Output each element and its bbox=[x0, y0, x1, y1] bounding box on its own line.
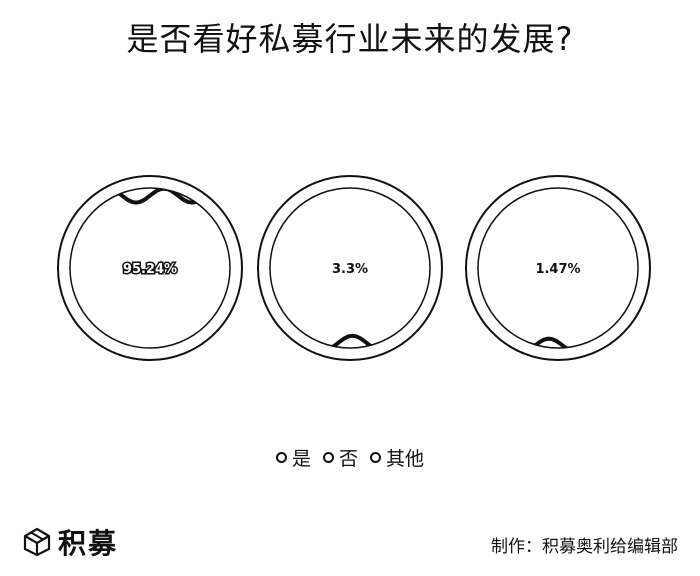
legend-label-no: 否 bbox=[338, 448, 358, 470]
legend-item-other[interactable]: 其他 bbox=[370, 444, 424, 471]
gauge-outer-ring bbox=[57, 175, 243, 361]
gauge-inner-circle bbox=[69, 187, 231, 349]
legend-item-no[interactable]: 否 bbox=[322, 444, 358, 471]
gauge-outer-ring bbox=[465, 175, 651, 361]
gauge-liquid-wave bbox=[270, 333, 430, 348]
legend-marker-icon bbox=[322, 452, 334, 463]
legend-marker-icon bbox=[370, 452, 381, 463]
gauge-inner-circle bbox=[269, 187, 431, 349]
legend-label-other: 其他 bbox=[386, 448, 425, 470]
gauge-liquid-wave bbox=[478, 336, 638, 348]
box-logo-icon bbox=[23, 527, 51, 557]
credit-text: 制作：积募奥利给编辑部 bbox=[491, 537, 678, 557]
gauge-2: 1.47% bbox=[465, 175, 651, 361]
gauge-outer-ring bbox=[257, 175, 443, 361]
gauge-value-label: 95.24% bbox=[123, 262, 177, 277]
legend-marker-icon bbox=[275, 452, 287, 463]
gauge-0: 95.24% bbox=[57, 175, 243, 361]
gauge-1: 3.3% bbox=[257, 175, 443, 361]
gauge-value-label: 3.3% bbox=[332, 262, 368, 277]
chart-title: 是否看好私募行业未来的发展? bbox=[126, 20, 574, 58]
gauge-inner-circle bbox=[477, 187, 639, 349]
gauge-value-label: 1.47% bbox=[535, 262, 580, 277]
legend: 是 否 其他 bbox=[0, 444, 700, 471]
legend-label-yes: 是 bbox=[291, 448, 311, 470]
brand-name: 积募 bbox=[58, 527, 119, 560]
brand: 积募 bbox=[22, 522, 118, 562]
gauge-liquid-wave bbox=[70, 188, 230, 348]
legend-item-yes[interactable]: 是 bbox=[275, 444, 311, 471]
